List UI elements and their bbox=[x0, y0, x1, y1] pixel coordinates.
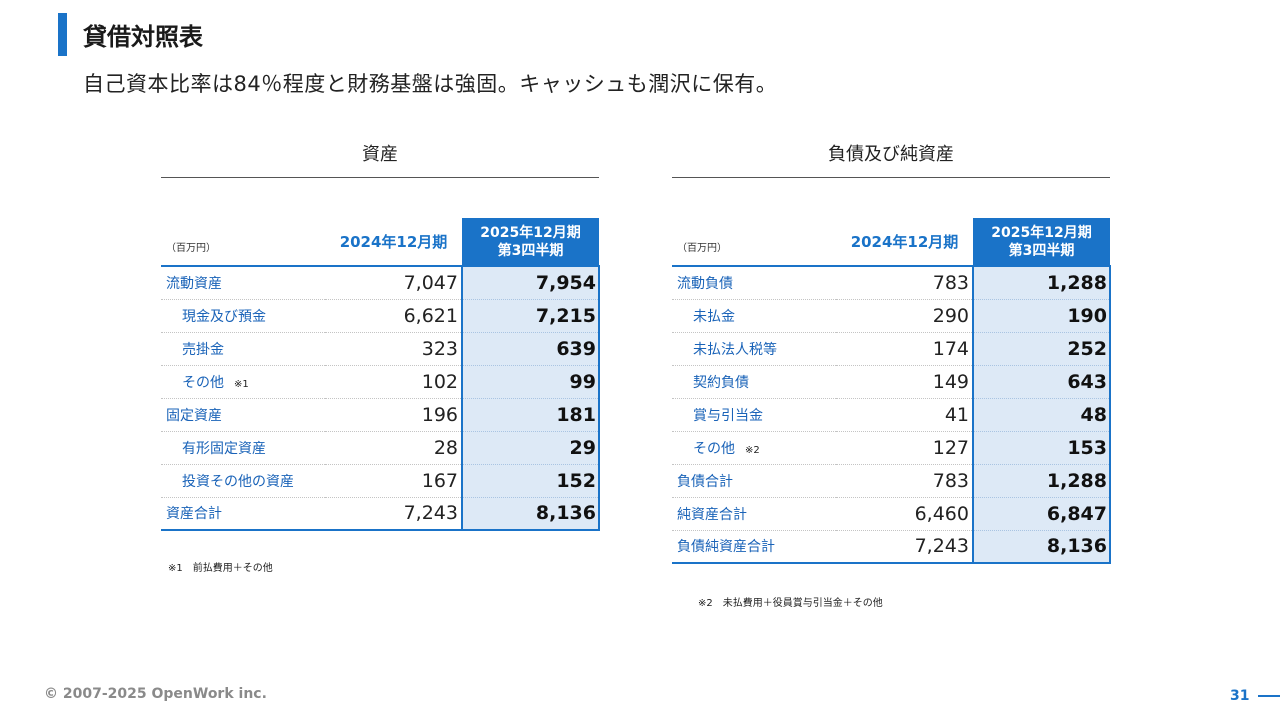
value-2024: 174 bbox=[836, 332, 974, 366]
column-header-2025-line2: 第3四半期 bbox=[497, 242, 564, 259]
value-2025: 1,288 bbox=[972, 266, 1111, 300]
value-2025: 152 bbox=[461, 464, 600, 498]
value-2024: 783 bbox=[836, 266, 974, 300]
unit-label: （百万円） bbox=[166, 243, 216, 254]
liabilities-heading: 負債及び純資産 bbox=[672, 140, 1110, 178]
value-2025: 190 bbox=[972, 299, 1111, 333]
row-label: 売掛金 bbox=[161, 332, 325, 366]
liabilities-panel: 負債及び純資産 （百万円） 2024年12月期 2025年12月期 第3四半期 … bbox=[672, 140, 1111, 564]
copyright: © 2007-2025 OpenWork inc. bbox=[44, 686, 267, 702]
table-row: 固定資産 196 181 bbox=[161, 398, 600, 432]
row-label: 負債合計 bbox=[672, 464, 836, 498]
value-2024: 28 bbox=[325, 431, 463, 465]
row-label-cell: その他 ※1 bbox=[161, 365, 325, 399]
column-header-2025q3: 2025年12月期 第3四半期 bbox=[973, 218, 1110, 266]
row-label: 流動負債 bbox=[672, 266, 836, 300]
value-2024: 102 bbox=[325, 365, 463, 399]
value-2025: 7,954 bbox=[461, 266, 600, 300]
column-header-2025-line1: 2025年12月期 bbox=[991, 224, 1092, 241]
row-label: その他 bbox=[182, 374, 224, 391]
table-row: 現金及び預金 6,621 7,215 bbox=[161, 299, 600, 333]
row-label: その他 bbox=[693, 440, 735, 457]
table-row: 純資産合計 6,460 6,847 bbox=[672, 497, 1111, 531]
value-2024: 7,047 bbox=[325, 266, 463, 300]
column-header-2024: 2024年12月期 bbox=[339, 233, 448, 251]
assets-footnote: ※1 前払費用＋その他 bbox=[168, 563, 273, 574]
table-row: 負債純資産合計 7,243 8,136 bbox=[672, 530, 1111, 564]
value-2025: 639 bbox=[461, 332, 600, 366]
table-row: 未払金 290 190 bbox=[672, 299, 1111, 333]
row-label: 負債純資産合計 bbox=[672, 530, 836, 564]
assets-panel: 資産 （百万円） 2024年12月期 2025年12月期 第3四半期 流動資産 … bbox=[161, 140, 600, 531]
table-row: 投資その他の資産 167 152 bbox=[161, 464, 600, 498]
assets-heading: 資産 bbox=[161, 140, 599, 178]
value-2024: 196 bbox=[325, 398, 463, 432]
value-2024: 323 bbox=[325, 332, 463, 366]
row-label: 未払法人税等 bbox=[672, 332, 836, 366]
table-row: 有形固定資産 28 29 bbox=[161, 431, 600, 465]
row-label: 有形固定資産 bbox=[161, 431, 325, 465]
row-label: 現金及び預金 bbox=[161, 299, 325, 333]
value-2024: 290 bbox=[836, 299, 974, 333]
value-2025: 29 bbox=[461, 431, 600, 465]
table-row: 負債合計 783 1,288 bbox=[672, 464, 1111, 498]
table-row: 売掛金 323 639 bbox=[161, 332, 600, 366]
value-2025: 99 bbox=[461, 365, 600, 399]
unit-label: （百万円） bbox=[677, 243, 727, 254]
page-subtitle: 自己資本比率は84％程度と財務基盤は強固。キャッシュも潤沢に保有。 bbox=[83, 72, 778, 96]
value-2024: 7,243 bbox=[836, 530, 974, 564]
row-label: 投資その他の資産 bbox=[161, 464, 325, 498]
page-title: 貸借対照表 bbox=[83, 23, 203, 51]
value-2025: 1,288 bbox=[972, 464, 1111, 498]
column-header-2025-line1: 2025年12月期 bbox=[480, 224, 581, 241]
title-accent-bar bbox=[58, 13, 67, 56]
row-label-cell: その他 ※2 bbox=[672, 431, 836, 465]
footnote-mark: ※2 bbox=[745, 444, 760, 456]
value-2025: 48 bbox=[972, 398, 1111, 432]
table-row: 賞与引当金 41 48 bbox=[672, 398, 1111, 432]
row-label: 契約負債 bbox=[672, 365, 836, 399]
row-label: 純資産合計 bbox=[672, 497, 836, 531]
value-2025: 181 bbox=[461, 398, 600, 432]
table-row: 未払法人税等 174 252 bbox=[672, 332, 1111, 366]
value-2024: 149 bbox=[836, 365, 974, 399]
value-2024: 41 bbox=[836, 398, 974, 432]
value-2025: 6,847 bbox=[972, 497, 1111, 531]
row-label: 資産合計 bbox=[161, 497, 325, 531]
value-2025: 643 bbox=[972, 365, 1111, 399]
footnote-mark: ※1 bbox=[234, 378, 249, 390]
value-2025: 7,215 bbox=[461, 299, 600, 333]
value-2025: 153 bbox=[972, 431, 1111, 465]
value-2025: 8,136 bbox=[972, 530, 1111, 564]
column-header-2024: 2024年12月期 bbox=[850, 233, 959, 251]
value-2024: 6,621 bbox=[325, 299, 463, 333]
table-header-row: （百万円） 2024年12月期 2025年12月期 第3四半期 bbox=[161, 218, 599, 266]
liabilities-table: （百万円） 2024年12月期 2025年12月期 第3四半期 流動負債 783… bbox=[672, 218, 1111, 564]
table-row: 資産合計 7,243 8,136 bbox=[161, 497, 600, 531]
row-label: 未払金 bbox=[672, 299, 836, 333]
row-label: 固定資産 bbox=[161, 398, 325, 432]
page-number-rule bbox=[1258, 695, 1280, 697]
table-row: 契約負債 149 643 bbox=[672, 365, 1111, 399]
value-2024: 167 bbox=[325, 464, 463, 498]
value-2025: 252 bbox=[972, 332, 1111, 366]
liabilities-footnote: ※2 未払費用＋役員賞与引当金＋その他 bbox=[698, 598, 883, 609]
page-number: 31 bbox=[1230, 688, 1250, 704]
row-label: 賞与引当金 bbox=[672, 398, 836, 432]
value-2024: 6,460 bbox=[836, 497, 974, 531]
table-row: その他 ※2 127 153 bbox=[672, 431, 1111, 465]
table-row: 流動負債 783 1,288 bbox=[672, 266, 1111, 300]
column-header-2025q3: 2025年12月期 第3四半期 bbox=[462, 218, 599, 266]
table-header-row: （百万円） 2024年12月期 2025年12月期 第3四半期 bbox=[672, 218, 1110, 266]
value-2025: 8,136 bbox=[461, 497, 600, 531]
assets-table: （百万円） 2024年12月期 2025年12月期 第3四半期 流動資産 7,0… bbox=[161, 218, 600, 531]
column-header-2025-line2: 第3四半期 bbox=[1008, 242, 1075, 259]
value-2024: 127 bbox=[836, 431, 974, 465]
value-2024: 783 bbox=[836, 464, 974, 498]
row-label: 流動資産 bbox=[161, 266, 325, 300]
value-2024: 7,243 bbox=[325, 497, 463, 531]
table-row: 流動資産 7,047 7,954 bbox=[161, 266, 600, 300]
table-row: その他 ※1 102 99 bbox=[161, 365, 600, 399]
